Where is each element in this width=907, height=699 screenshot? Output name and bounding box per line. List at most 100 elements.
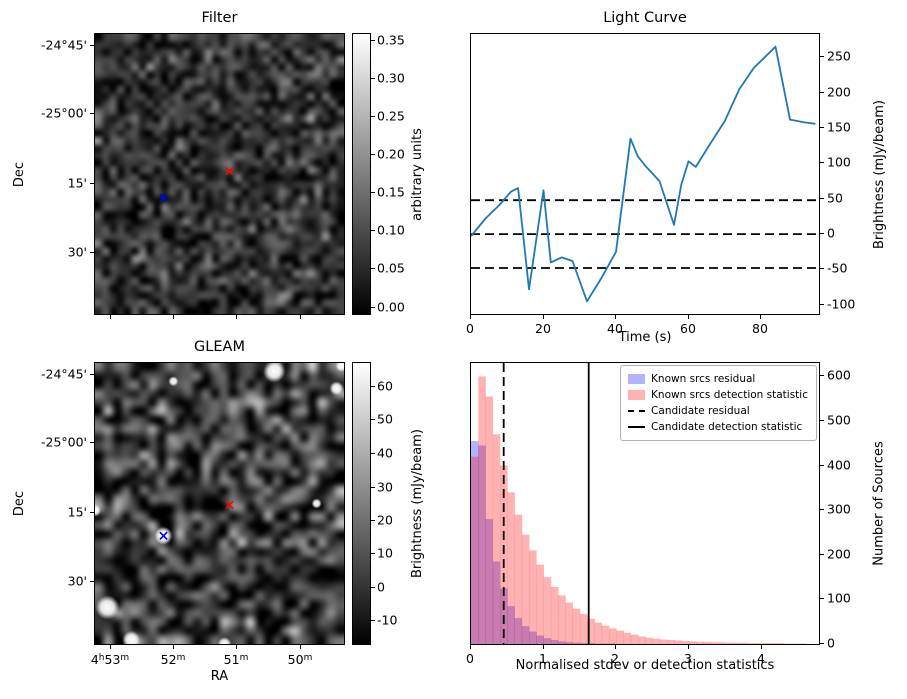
hist-bar [529,631,537,644]
brightness-tick-label: 250 [827,48,851,64]
brightness-tick-label: 0 [827,225,835,241]
colorbar-tick-label: 0.20 [377,146,405,162]
brightness-tick-mark [820,162,824,163]
stat-tick-mark [761,645,762,649]
filter-colorbar [352,33,371,315]
colorbar-tick-mark [371,419,375,420]
red-x-marker [225,500,234,510]
legend-row: Candidate residual [628,403,808,419]
legend-row: Known srcs detection statistic [628,387,808,403]
time-tick-label: 80 [752,321,768,336]
histogram-axes: Known srcs residual Known srcs detection … [470,362,820,645]
light-curve-ylabel-wrap: Brightness (mJy/beam) [869,33,889,315]
colorbar-tick-label: 60 [377,378,393,394]
time-tick-mark [615,315,616,319]
gleam-colorbar [352,362,371,645]
time-tick-mark [470,315,471,319]
brightness-tick-label: -100 [827,296,856,312]
colorbar-tick-label: 20 [377,512,393,528]
colorbar-tick-label: 0.05 [377,260,405,276]
hist-bar [478,445,486,644]
brightness-tick-mark [820,233,824,234]
stat-tick-label: 2 [611,651,619,666]
legend-label: Known srcs residual [651,373,756,385]
hist-bar [492,561,501,644]
filter-colorbar-label-wrap: arbitrary units [407,33,427,315]
light-curve-ylabel: Brightness (mJy/beam) [871,99,887,249]
hist-bar [652,638,661,644]
legend-label: Candidate residual [651,405,750,417]
hist-bar [696,641,704,644]
hist-bar [507,492,515,644]
hist-bar [485,396,494,644]
histogram-ylabel: Number of Sources [871,441,887,566]
hist-bar [710,642,719,644]
brightness-tick-label: 150 [827,119,851,135]
hist-series-1 [471,376,806,644]
count-tick-label: 400 [827,457,851,473]
colorbar-tick-label: -10 [377,612,398,628]
count-tick-label: 100 [827,590,851,606]
hist-bar [521,534,530,644]
colorbar-tick-mark [371,307,375,308]
hist-bar [630,634,639,644]
colorbar-tick-label: 40 [377,445,393,461]
hist-bar [645,637,653,644]
hist-bar [732,642,741,644]
ra-tick-mark [110,315,111,319]
light-curve-axes [470,33,820,315]
hist-bar [543,577,552,644]
stat-tick-label: 3 [684,651,692,666]
red-x-marker [225,167,234,176]
colorbar-tick-mark [371,553,375,554]
hist-bar [550,586,559,644]
colorbar-tick-mark [371,268,375,269]
filter-markers-overlay [159,167,234,202]
hist-bar [674,640,682,644]
brightness-tick-mark [820,56,824,57]
count-tick-label: 500 [827,412,851,428]
light-curve-line [471,45,816,303]
colorbar-tick-mark [371,40,375,41]
brightness-tick-label: 50 [827,190,843,206]
filter-colorbar-label: arbitrary units [409,127,425,221]
histogram-ylabel-wrap: Number of Sources [869,362,889,645]
colorbar-tick-mark [371,587,375,588]
blue-x-marker [159,193,168,202]
hist-bar [543,638,552,644]
stat-tick-mark [543,645,544,649]
legend-label: Candidate detection statistic [651,421,803,433]
count-tick-label: 200 [827,546,851,562]
brightness-tick-mark [820,268,824,269]
filter-ylabel-wrap: Dec [10,33,30,315]
stat-tick-label: 0 [466,651,474,666]
filter-axes [94,33,345,315]
histogram-legend: Known srcs residual Known srcs detection … [620,365,817,441]
dec-tick-mark [90,442,94,443]
hist-bar [536,564,544,644]
colorbar-tick-label: 0.15 [377,184,405,200]
hist-bar [478,376,486,644]
stat-tick-label: 1 [539,651,547,666]
gleam-colorbar-label: Brightness (mJy/beam) [409,429,425,578]
colorbar-tick-mark [371,487,375,488]
count-tick-mark [820,465,824,466]
hist-bar [471,441,479,644]
count-tick-mark [820,509,824,510]
count-tick-mark [820,598,824,599]
colorbar-tick-mark [371,453,375,454]
legend-patch-handle [628,374,646,384]
hist-bar [768,643,777,644]
hist-bar [739,642,748,644]
brightness-tick-label: 100 [827,154,851,170]
hist-bar [703,641,712,644]
hist-bar [747,643,755,644]
colorbar-tick-label: 0 [377,579,385,595]
stat-tick-mark [470,645,471,649]
colorbar-tick-mark [371,116,375,117]
colorbar-tick-mark [371,154,375,155]
count-tick-mark [820,420,824,421]
hist-bar [514,514,523,644]
colorbar-tick-label: 0.35 [377,32,405,48]
